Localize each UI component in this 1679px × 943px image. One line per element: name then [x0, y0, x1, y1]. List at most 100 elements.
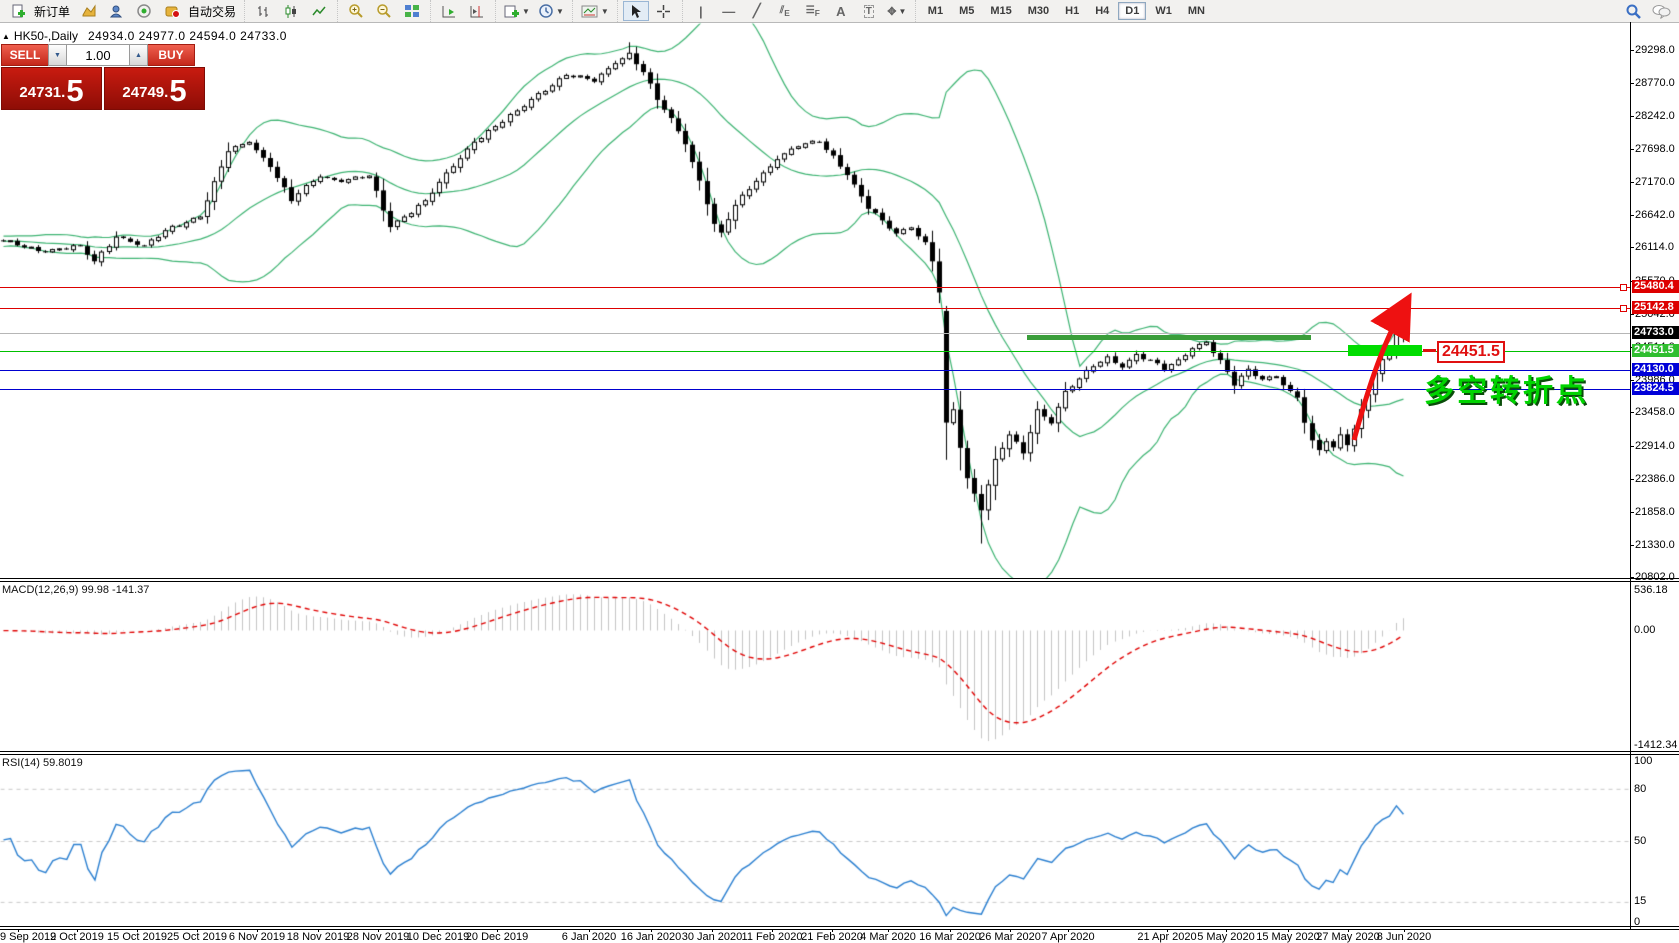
- pane-separator[interactable]: [0, 929, 1679, 930]
- market-watch-icon[interactable]: [131, 1, 157, 21]
- buy-button[interactable]: BUY: [148, 44, 195, 66]
- axis-tick-mark: [1630, 314, 1634, 315]
- resistance-zone-bar[interactable]: [1027, 335, 1311, 340]
- pane-separator[interactable]: [0, 581, 1679, 582]
- main-toolbar: 新订单 自动交易: [0, 0, 1679, 23]
- date-label: 10 Dec 2019: [406, 931, 470, 943]
- new-order-label[interactable]: 新订单: [34, 4, 71, 19]
- date-tick-mark: [438, 929, 439, 932]
- price-chart-canvas[interactable]: [0, 22, 1630, 929]
- axis-price-chip: 24130.0: [1632, 363, 1679, 376]
- candlestick-chart-icon[interactable]: [278, 1, 304, 21]
- axis-tick-label: 27170.0: [1635, 176, 1679, 188]
- pane-separator[interactable]: [0, 578, 1679, 579]
- line-chart-icon[interactable]: [306, 1, 332, 21]
- new-chart-icon[interactable]: [75, 1, 101, 21]
- price-level-callout[interactable]: 24451.5: [1437, 341, 1505, 363]
- date-label: 20 Dec 2019: [465, 931, 529, 943]
- timeframe-H1[interactable]: H1: [1065, 5, 1080, 17]
- zoom-out-icon[interactable]: [371, 1, 397, 21]
- date-tick-mark: [257, 929, 258, 932]
- autotrade-label[interactable]: 自动交易: [188, 4, 237, 19]
- turning-point-annotation[interactable]: 多空转折点: [1424, 375, 1589, 408]
- date-label: 25 Oct 2019: [167, 931, 227, 943]
- trendline-icon[interactable]: ╱: [752, 3, 761, 18]
- axis-tick-label: 21858.0: [1635, 506, 1679, 518]
- auto-scroll-icon[interactable]: [436, 1, 462, 21]
- date-label: 16 Mar 2020: [919, 931, 981, 943]
- horizontal-line-icon[interactable]: —: [722, 3, 736, 19]
- rsi-axis-label: 50: [1634, 835, 1647, 847]
- date-label: 30 Jan 2020: [681, 931, 743, 943]
- timeframe-H4[interactable]: H4: [1095, 5, 1110, 17]
- collapse-arrow-icon[interactable]: ▲: [2, 31, 10, 41]
- date-label: 6 Jan 2020: [561, 931, 617, 943]
- fibonacci-icon[interactable]: ☰F: [805, 4, 820, 18]
- timeframe-D1[interactable]: D1: [1118, 2, 1147, 20]
- text-label-tool-icon[interactable]: T: [863, 4, 874, 18]
- cursor-tool-icon[interactable]: [622, 1, 649, 21]
- trend-arrow[interactable]: [1338, 288, 1422, 452]
- level-line[interactable]: [0, 351, 1630, 352]
- level-line-handle[interactable]: [1620, 284, 1627, 291]
- timeframe-M15[interactable]: M15: [990, 5, 1012, 17]
- chart-header: ▲ HK50-,Daily 24934.0 24977.0 24594.0 24…: [2, 29, 287, 43]
- axis-tick-label: 28770.0: [1635, 77, 1679, 89]
- search-icon[interactable]: [1620, 1, 1646, 21]
- level-line[interactable]: [0, 370, 1630, 371]
- channel-icon[interactable]: ⫽E: [779, 4, 790, 18]
- pane-separator[interactable]: [0, 926, 1679, 927]
- axis-price-chip: 24451.5: [1632, 344, 1679, 357]
- date-label: 27 May 2020: [1316, 931, 1380, 943]
- sell-button[interactable]: SELL: [1, 44, 48, 66]
- sell-price-display[interactable]: 24731. 5: [1, 67, 102, 110]
- crosshair-tool-icon[interactable]: [651, 1, 677, 21]
- level-line[interactable]: [0, 389, 1630, 390]
- pane-separator[interactable]: [0, 754, 1679, 755]
- buy-price-big-digit: 5: [169, 73, 187, 108]
- toolbar-right: [1619, 1, 1675, 21]
- text-tool-icon[interactable]: A: [836, 3, 846, 19]
- template-icon[interactable]: ▼: [578, 1, 612, 21]
- level-line-handle[interactable]: [1620, 305, 1627, 312]
- volume-increase-button[interactable]: ▲: [129, 44, 148, 66]
- vertical-line-icon[interactable]: |: [698, 3, 703, 19]
- new-order-icon[interactable]: [5, 1, 31, 21]
- profiles-icon[interactable]: [103, 1, 129, 21]
- timeframe-M1[interactable]: M1: [927, 5, 944, 17]
- date-tick-mark: [378, 929, 379, 932]
- timeframe-MN[interactable]: MN: [1187, 5, 1205, 17]
- autotrade-icon[interactable]: [159, 1, 185, 21]
- axis-tick-mark: [1630, 380, 1634, 381]
- periods-icon[interactable]: ▼: [535, 1, 567, 21]
- axis-tick-label: 26642.0: [1635, 209, 1679, 221]
- volume-decrease-button[interactable]: ▼: [48, 44, 67, 66]
- level-line[interactable]: [0, 308, 1630, 309]
- zoom-in-icon[interactable]: [343, 1, 369, 21]
- axis-tick-mark: [1630, 446, 1634, 447]
- bar-chart-icon[interactable]: [250, 1, 276, 21]
- arrows-tool-icon[interactable]: ✥ ▼: [887, 5, 907, 18]
- axis-tick-label: 27698.0: [1635, 143, 1679, 155]
- chart-shift-icon[interactable]: [464, 1, 490, 21]
- date-tick-mark: [318, 929, 319, 932]
- timeframe-M5[interactable]: M5: [959, 5, 975, 17]
- add-indicator-icon[interactable]: ▼: [501, 1, 533, 21]
- date-label: 15 May 2020: [1256, 931, 1320, 943]
- date-tick-mark: [137, 929, 138, 932]
- tile-windows-icon[interactable]: [399, 1, 425, 21]
- level-line[interactable]: [0, 333, 1630, 334]
- buy-price-display[interactable]: 24749. 5: [104, 67, 205, 110]
- date-tick-mark: [1226, 929, 1227, 932]
- axis-price-chip: 24733.0: [1632, 326, 1679, 339]
- level-line[interactable]: [0, 287, 1630, 288]
- volume-input[interactable]: [67, 44, 129, 66]
- date-label: 2 Oct 2019: [50, 931, 104, 943]
- timeframe-W1[interactable]: W1: [1155, 5, 1172, 17]
- chat-icon[interactable]: [1648, 1, 1674, 21]
- pane-separator[interactable]: [0, 751, 1679, 752]
- date-tick-mark: [1068, 929, 1069, 932]
- date-label: 9 Sep 2019: [0, 931, 57, 943]
- axis-tick-mark: [1630, 577, 1634, 578]
- timeframe-M30[interactable]: M30: [1027, 5, 1050, 17]
